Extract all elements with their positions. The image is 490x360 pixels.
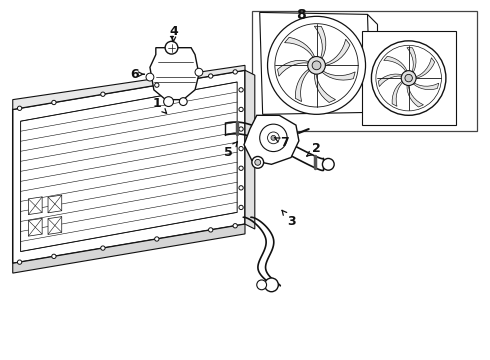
Polygon shape: [285, 37, 315, 57]
Bar: [362, 31, 456, 125]
Circle shape: [257, 280, 267, 290]
Circle shape: [239, 88, 243, 92]
Text: 4: 4: [169, 24, 178, 41]
Circle shape: [255, 159, 261, 165]
Polygon shape: [314, 26, 326, 58]
Circle shape: [233, 224, 237, 228]
Polygon shape: [245, 70, 255, 229]
Polygon shape: [13, 224, 245, 273]
Circle shape: [52, 100, 56, 105]
Text: 1: 1: [152, 97, 167, 113]
Polygon shape: [392, 81, 403, 106]
Circle shape: [308, 57, 325, 74]
Polygon shape: [244, 115, 299, 164]
Polygon shape: [28, 197, 42, 215]
Circle shape: [405, 75, 413, 82]
Circle shape: [179, 98, 187, 105]
Circle shape: [101, 92, 105, 96]
Circle shape: [195, 68, 203, 76]
Polygon shape: [13, 66, 245, 109]
Circle shape: [155, 83, 159, 87]
Polygon shape: [48, 195, 62, 213]
Polygon shape: [384, 56, 407, 71]
Circle shape: [239, 166, 243, 170]
Text: 6: 6: [130, 68, 144, 81]
Polygon shape: [28, 219, 42, 236]
Circle shape: [101, 246, 105, 250]
Circle shape: [18, 260, 22, 264]
Polygon shape: [413, 83, 439, 90]
Circle shape: [271, 135, 276, 140]
Circle shape: [155, 237, 159, 241]
Circle shape: [371, 41, 446, 115]
Polygon shape: [322, 71, 355, 80]
Polygon shape: [416, 58, 435, 78]
Polygon shape: [295, 69, 309, 102]
Polygon shape: [13, 70, 245, 263]
Text: 3: 3: [282, 210, 295, 228]
Circle shape: [233, 70, 237, 74]
Polygon shape: [378, 74, 402, 86]
Polygon shape: [315, 74, 336, 103]
Polygon shape: [48, 217, 62, 234]
Circle shape: [209, 228, 213, 232]
Polygon shape: [260, 12, 370, 114]
Circle shape: [165, 41, 178, 54]
Circle shape: [52, 254, 56, 258]
Text: 7: 7: [274, 136, 289, 149]
Polygon shape: [325, 39, 350, 65]
Polygon shape: [21, 82, 237, 252]
Text: 8: 8: [296, 8, 306, 22]
Polygon shape: [407, 48, 416, 72]
Text: 5: 5: [224, 141, 238, 159]
Circle shape: [265, 278, 278, 292]
Polygon shape: [407, 85, 423, 107]
Circle shape: [239, 205, 243, 210]
Circle shape: [239, 186, 243, 190]
Polygon shape: [150, 48, 199, 100]
Polygon shape: [277, 60, 309, 76]
Circle shape: [312, 61, 321, 70]
Circle shape: [268, 132, 279, 144]
Circle shape: [260, 124, 287, 152]
Circle shape: [252, 157, 264, 168]
Circle shape: [239, 147, 243, 151]
Circle shape: [18, 106, 22, 111]
Circle shape: [268, 16, 366, 114]
Circle shape: [146, 73, 154, 81]
Circle shape: [401, 71, 416, 86]
Circle shape: [164, 97, 173, 107]
Circle shape: [239, 107, 243, 112]
Bar: [252, 12, 477, 131]
Circle shape: [239, 127, 243, 131]
Circle shape: [322, 158, 334, 170]
Circle shape: [209, 74, 213, 78]
Text: 2: 2: [307, 142, 321, 156]
